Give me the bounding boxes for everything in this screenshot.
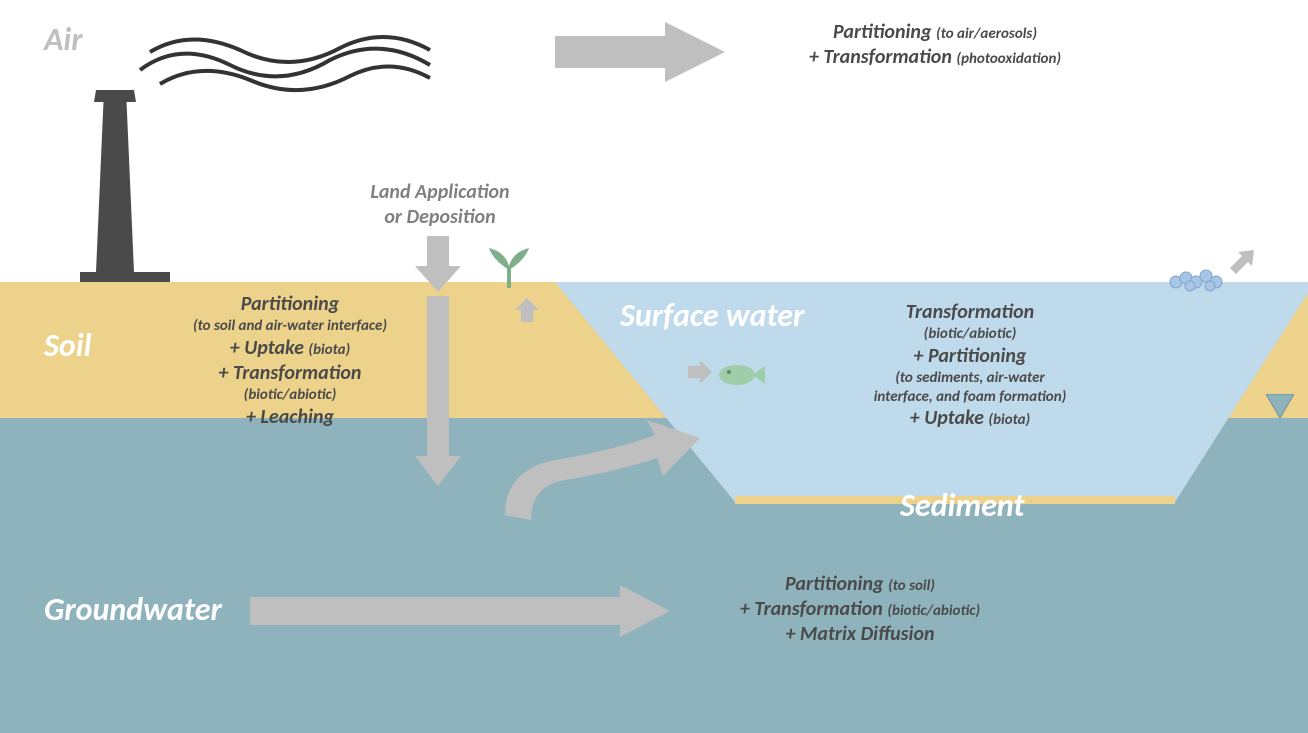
surface-process-block: Transformation (biotic/abiotic) + Partit… — [820, 300, 1120, 431]
soil-l3-main: + Transformation — [150, 361, 430, 386]
land-app-line2: or Deposition — [310, 205, 570, 230]
soil-l3-sub: (biotic/abiotic) — [150, 386, 430, 405]
foam-arrow-icon — [1228, 248, 1256, 276]
surf-l3-sub: (biota) — [988, 411, 1030, 429]
foam-icon — [1168, 264, 1230, 292]
soil-l2-main: + Uptake — [230, 336, 309, 360]
surf-l2-sub: (to sediments, air-water — [820, 369, 1120, 388]
gw-l2-main: + Transformation — [740, 597, 887, 621]
air-l1-sub: (to air/aerosols) — [936, 25, 1037, 43]
gw-l1-main: Partitioning — [785, 572, 888, 596]
air-l2-main: + Transformation — [809, 45, 956, 69]
water-table-marker-icon — [1266, 394, 1294, 420]
soil-label: Soil — [44, 326, 91, 365]
surf-l2-sub2: interface, and foam formation) — [820, 388, 1120, 407]
soil-l1-sub: (to soil and air-water interface) — [150, 317, 430, 336]
air-label: Air — [44, 20, 83, 59]
soil-l1-main: Partitioning — [150, 292, 430, 317]
air-arrow-icon — [555, 22, 725, 82]
smoke-icon — [130, 20, 450, 100]
groundwater-arrow-icon — [250, 585, 670, 637]
uptake-arrow-icon — [515, 298, 539, 322]
gw-l1-sub: (to soil) — [888, 577, 935, 595]
seedling-icon — [485, 246, 533, 290]
fish-arrow-icon — [688, 360, 712, 384]
air-l2-sub: (photooxidation) — [956, 50, 1061, 68]
surf-l3-main: + Uptake — [910, 406, 989, 430]
groundwater-label: Groundwater — [44, 590, 222, 629]
gw-l2-sub: (biotic/abiotic) — [887, 602, 980, 620]
soil-l2-sub: (biota) — [308, 341, 350, 359]
ground-process-block: Partitioning (to soil) + Transformation … — [680, 572, 1040, 647]
surf-l1-sub: (biotic/abiotic) — [820, 325, 1120, 344]
gw-to-sw-arrow-icon — [495, 420, 715, 540]
surf-l1-main: Transformation — [820, 300, 1120, 325]
soil-process-block: Partitioning (to soil and air-water inte… — [150, 292, 430, 430]
gw-l3-main: + Matrix Diffusion — [680, 622, 1040, 647]
sediment-label: Sediment — [900, 486, 1024, 525]
fish-icon — [715, 360, 765, 390]
air-l1-main: Partitioning — [833, 20, 936, 44]
land-application-label: Land Application or Deposition — [310, 180, 570, 230]
land-app-line1: Land Application — [310, 180, 570, 205]
soil-l4-main: + Leaching — [150, 405, 430, 430]
surface-water-label: Surface water — [620, 296, 804, 335]
surf-l2-main: + Partitioning — [820, 344, 1120, 369]
air-process-block: Partitioning (to air/aerosols) + Transfo… — [750, 20, 1120, 70]
